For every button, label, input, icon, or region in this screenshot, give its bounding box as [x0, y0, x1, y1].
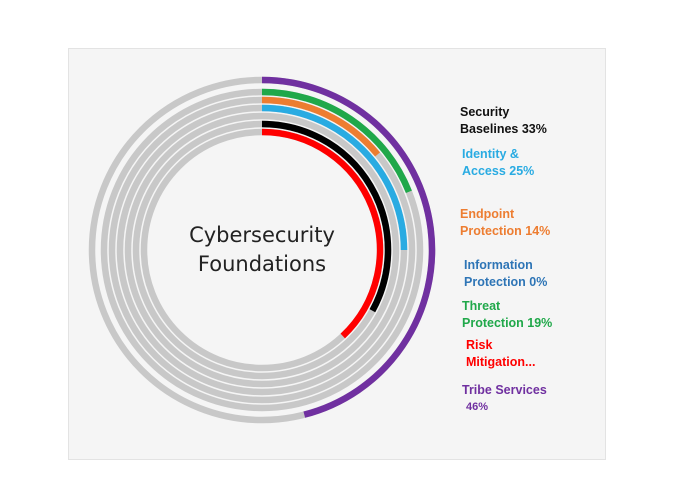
- ring-arc-identity-access-25: [261, 104, 408, 251]
- ring-arc-endpoint-protection-14: [261, 96, 381, 157]
- ring-arc-tribe-services-46: [261, 76, 436, 418]
- ring-arc-threat-protection-19: [261, 88, 412, 194]
- legend-label-risk-mitigation: Risk Mitigation...: [466, 338, 536, 369]
- legend-label-threat-protection-19: Threat Protection 19%: [462, 299, 553, 330]
- ring-arc-risk-mitigation: [261, 128, 384, 339]
- chart-title: Cybersecurity Foundations: [189, 223, 335, 276]
- legend-label-information-protection-0: Information Protection 0%: [464, 258, 548, 289]
- legend-label-security-baselines-33: Security Baselines 33%: [460, 105, 547, 136]
- legend-label-endpoint-protection-14: Endpoint Protection 14%: [460, 207, 551, 238]
- ring-arc-security-baselines-33: [261, 120, 392, 313]
- legend-label-identity-access-25: Identity & Access 25%: [462, 147, 535, 178]
- ring-track: [124, 112, 400, 388]
- legend-label-tribe-services-46: Tribe Services 46%: [462, 383, 547, 413]
